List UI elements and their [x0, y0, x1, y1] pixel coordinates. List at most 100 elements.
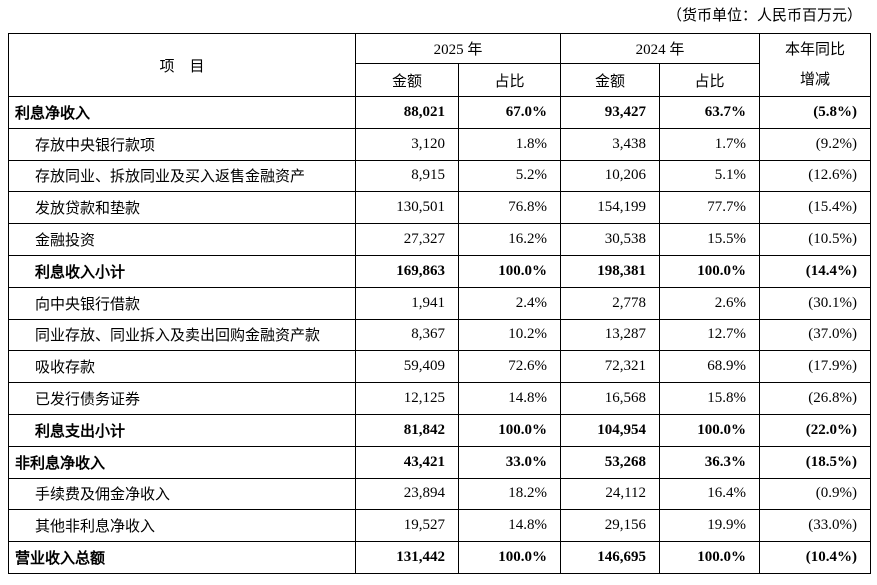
cell-ratio-2024: 5.1%: [659, 159, 761, 193]
cell-amount-2024: 72,321: [560, 350, 661, 384]
cell-amount-2025: 19,527: [355, 509, 459, 543]
cell-amount-2024: 16,568: [560, 382, 661, 415]
col-header-year-2024: 2024 年: [560, 33, 761, 64]
table-row: 非利息净收入 43,421 33.0% 53,268 36.3% (18.5%): [8, 445, 872, 479]
cell-ratio-2025: 67.0%: [457, 96, 562, 129]
cell-ratio-2024: 12.7%: [659, 318, 761, 352]
cell-ratio-2025: 10.2%: [457, 318, 562, 352]
row-label: 向中央银行借款: [8, 286, 356, 320]
yoy-header-text: 本年同比 增减: [761, 35, 870, 96]
row-label: 同业存放、同业拆入及卖出回购金融资产款: [8, 318, 356, 352]
row-label: 手续费及佣金净收入: [8, 477, 356, 511]
row-label: 发放贷款和垫款: [8, 191, 356, 225]
cell-yoy-change: (14.4%): [759, 254, 872, 288]
cell-ratio-2024: 100.0%: [659, 254, 761, 288]
col-header-item: 项 目: [8, 33, 356, 97]
cell-amount-2025: 43,421: [355, 445, 459, 479]
cell-ratio-2025: 14.8%: [457, 509, 562, 543]
cell-amount-2024: 30,538: [560, 223, 661, 256]
cell-ratio-2025: 2.4%: [457, 286, 562, 320]
cell-yoy-change: (30.1%): [759, 286, 872, 320]
cell-amount-2025: 131,442: [355, 541, 459, 574]
cell-amount-2024: 2,778: [560, 286, 661, 320]
row-label: 非利息净收入: [8, 445, 356, 479]
yoy-header-line2: 增减: [800, 72, 831, 88]
cell-yoy-change: (15.4%): [759, 191, 872, 225]
table-row: 金融投资 27,327 16.2% 30,538 15.5% (10.5%): [8, 223, 872, 256]
cell-ratio-2024: 36.3%: [659, 445, 761, 479]
col-header-year-2025: 2025 年: [354, 33, 562, 64]
cell-amount-2025: 12,125: [355, 382, 459, 415]
row-label: 利息净收入: [8, 96, 356, 129]
row-label: 营业收入总额: [8, 541, 356, 574]
cell-yoy-change: (10.4%): [759, 541, 872, 574]
cell-amount-2025: 130,501: [355, 191, 459, 225]
cell-yoy-change: (18.5%): [759, 445, 872, 479]
col-header-yoy-change: 本年同比 增减: [759, 33, 872, 97]
cell-amount-2025: 81,842: [355, 413, 459, 447]
cell-ratio-2025: 100.0%: [457, 254, 562, 288]
income-breakdown-table: 项 目 2025 年 2024 年 本年同比 增减 金额 占比 金额 占比 利息…: [8, 33, 872, 574]
cell-yoy-change: (22.0%): [759, 413, 872, 447]
cell-ratio-2025: 14.8%: [457, 382, 562, 415]
cell-ratio-2025: 72.6%: [457, 350, 562, 384]
currency-unit-note: （货币单位：人民币百万元）: [666, 8, 862, 24]
table-row: 利息收入小计 169,863 100.0% 198,381 100.0% (14.4%): [8, 254, 872, 288]
yoy-header-line1: 本年同比: [785, 42, 846, 58]
cell-ratio-2024: 15.8%: [659, 382, 761, 415]
table-row: 存放同业、拆放同业及买入返售金融资产 8,915 5.2% 10,206 5.1% (12…: [8, 159, 872, 193]
cell-ratio-2025: 5.2%: [457, 159, 562, 193]
cell-ratio-2024: 15.5%: [659, 223, 761, 256]
cell-yoy-change: (5.8%): [759, 96, 872, 129]
col-header-ratio-2024: 占比: [659, 63, 761, 97]
cell-amount-2024: 53,268: [560, 445, 661, 479]
row-label: 存放中央银行款项: [8, 127, 356, 161]
cell-amount-2025: 27,327: [355, 223, 459, 256]
cell-yoy-change: (33.0%): [759, 509, 872, 543]
cell-amount-2025: 8,915: [355, 159, 459, 193]
cell-amount-2025: 59,409: [355, 350, 459, 384]
cell-amount-2025: 88,021: [355, 96, 459, 129]
row-label: 存放同业、拆放同业及买入返售金融资产: [8, 159, 356, 193]
cell-amount-2024: 10,206: [560, 159, 661, 193]
cell-ratio-2025: 16.2%: [457, 223, 562, 256]
cell-yoy-change: (17.9%): [759, 350, 872, 384]
cell-ratio-2025: 76.8%: [457, 191, 562, 225]
cell-amount-2024: 146,695: [560, 541, 661, 574]
cell-yoy-change: (10.5%): [759, 223, 872, 256]
cell-ratio-2024: 68.9%: [659, 350, 761, 384]
cell-amount-2024: 93,427: [560, 96, 661, 129]
table-row: 手续费及佣金净收入 23,894 18.2% 24,112 16.4% (0.9%): [8, 477, 872, 511]
cell-amount-2024: 3,438: [560, 127, 661, 161]
cell-yoy-change: (0.9%): [759, 477, 872, 511]
cell-amount-2024: 154,199: [560, 191, 661, 225]
row-label: 已发行债务证券: [8, 382, 356, 415]
cell-ratio-2024: 16.4%: [659, 477, 761, 511]
col-header-amount-2025: 金额: [355, 63, 459, 97]
cell-ratio-2025: 100.0%: [457, 541, 562, 574]
table-row: 同业存放、同业拆入及卖出回购金融资产款 8,367 10.2% 13,287 12.7%…: [8, 318, 872, 352]
row-label: 利息收入小计: [8, 254, 356, 288]
table-row: 利息净收入 88,021 67.0% 93,427 63.7% (5.8%): [8, 96, 872, 129]
cell-amount-2025: 169,863: [355, 254, 459, 288]
cell-amount-2024: 198,381: [560, 254, 661, 288]
table-row: 其他非利息净收入 19,527 14.8% 29,156 19.9% (33.0%): [8, 509, 872, 543]
cell-amount-2025: 1,941: [355, 286, 459, 320]
cell-amount-2024: 29,156: [560, 509, 661, 543]
table-row: 已发行债务证券 12,125 14.8% 16,568 15.8% (26.8%): [8, 382, 872, 415]
cell-ratio-2025: 18.2%: [457, 477, 562, 511]
cell-amount-2025: 8,367: [355, 318, 459, 352]
table-row: 向中央银行借款 1,941 2.4% 2,778 2.6% (30.1%): [8, 286, 872, 320]
col-header-amount-2024: 金额: [560, 63, 661, 97]
cell-ratio-2025: 33.0%: [457, 445, 562, 479]
cell-ratio-2024: 19.9%: [659, 509, 761, 543]
table-row: 存放中央银行款项 3,120 1.8% 3,438 1.7% (9.2%): [8, 127, 872, 161]
cell-ratio-2024: 63.7%: [659, 96, 761, 129]
table-row: 营业收入总额 131,442 100.0% 146,695 100.0% (10.4%): [8, 541, 872, 574]
row-label: 利息支出小计: [8, 413, 356, 447]
row-label: 金融投资: [8, 223, 356, 256]
cell-yoy-change: (37.0%): [759, 318, 872, 352]
cell-amount-2024: 13,287: [560, 318, 661, 352]
table-row: 发放贷款和垫款 130,501 76.8% 154,199 77.7% (15.4%): [8, 191, 872, 225]
cell-ratio-2025: 100.0%: [457, 413, 562, 447]
